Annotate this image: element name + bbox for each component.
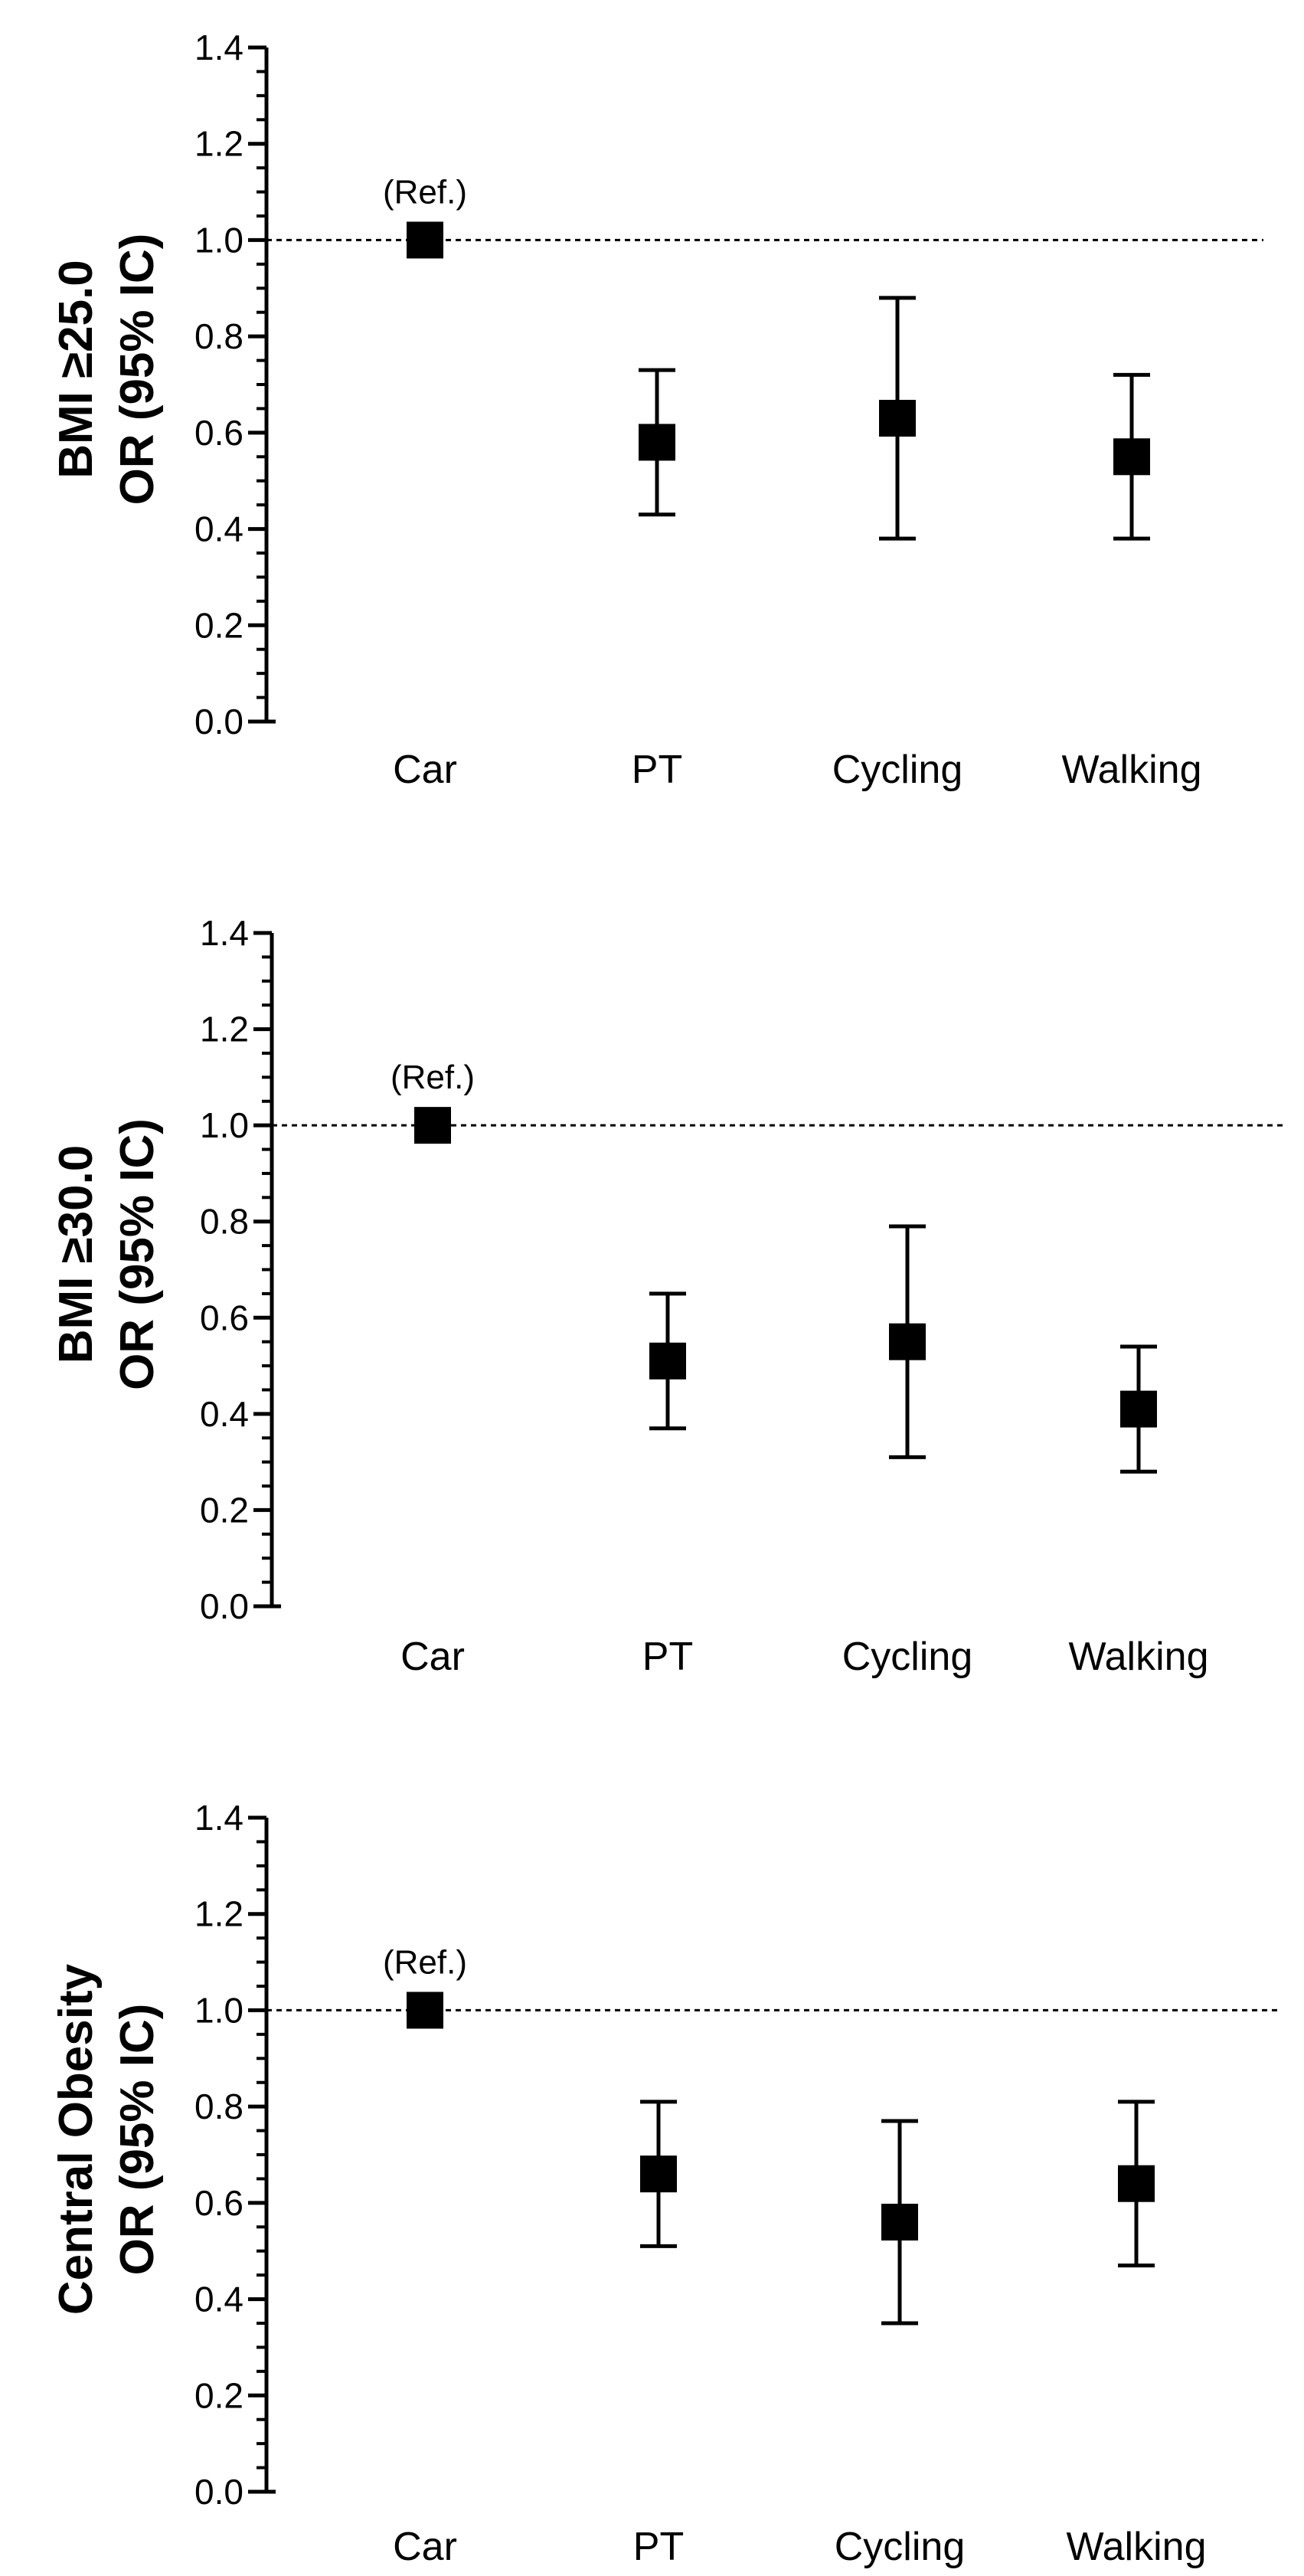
y-axis-label-line: OR (95% IC) (111, 234, 164, 506)
y-tick-label: 0.8 (200, 1202, 249, 1242)
category-label-walking: Walking (1068, 1635, 1208, 1679)
point-car (407, 1992, 443, 2029)
y-tick-label: 0.0 (194, 702, 243, 741)
point-cycling (889, 1323, 926, 1360)
y-axis-label-line: Central Obesity (50, 1963, 103, 2315)
category-label-car: Car (393, 2525, 457, 2569)
panel-central-obesity: 0.0 0.2 0.4 0.6 0.8 1.0 1.2 1.4 Central Obesity O… (50, 1798, 1280, 2569)
y-tick-label: 0.2 (194, 605, 243, 645)
point-cycling (881, 2204, 918, 2240)
y-tick-label: 0.4 (194, 2280, 243, 2319)
reference-label: (Ref.) (383, 1943, 467, 1981)
point-car (414, 1107, 451, 1144)
panel-bmi-30: 0.0 0.2 0.4 0.6 0.8 1.0 1.2 1.4 BMI ≥30.0 OR (95%… (50, 913, 1286, 1679)
y-tick-label: 0.0 (200, 1586, 249, 1626)
panel-bmi-25: 0.0 0.2 0.4 0.6 0.8 1.0 1.2 1.4 BMI ≥25.0 OR (95%… (50, 28, 1263, 792)
point-cycling (879, 400, 916, 437)
y-tick-label: 1.4 (200, 913, 249, 953)
category-label-car: Car (400, 1635, 465, 1679)
reference-label: (Ref.) (383, 173, 467, 211)
y-tick-label: 0.2 (200, 1490, 249, 1530)
y-tick-label: 0.8 (194, 316, 243, 356)
category-label-cycling: Cycling (832, 748, 963, 792)
category-label-walking: Walking (1061, 748, 1201, 792)
y-axis-label-line: BMI ≥25.0 (50, 260, 103, 479)
category-label-pt: PT (632, 748, 682, 792)
y-axis-label: BMI ≥25.0 OR (95% IC) (50, 234, 164, 506)
category-label-pt: PT (642, 1635, 693, 1679)
y-tick-label: 0.6 (200, 1298, 249, 1337)
y-tick-label: 1.0 (194, 1990, 243, 2030)
category-label-car: Car (393, 748, 457, 792)
y-tick-label: 0.6 (194, 413, 243, 453)
y-tick-label: 0.2 (194, 2375, 243, 2415)
y-axis-label: BMI ≥30.0 OR (95% IC) (50, 1118, 164, 1390)
point-walking (1113, 438, 1150, 476)
category-label-pt: PT (633, 2525, 684, 2569)
point-pt (649, 1342, 686, 1380)
reference-label: (Ref.) (391, 1059, 475, 1096)
category-label-cycling: Cycling (842, 1635, 973, 1679)
y-tick-label: 1.2 (194, 1894, 243, 1934)
y-tick-label: 0.0 (194, 2472, 243, 2512)
y-axis-label-line: OR (95% IC) (111, 1118, 164, 1390)
y-tick-label: 1.4 (194, 28, 243, 67)
y-axis-label: Central Obesity OR (95% IC) (50, 1963, 164, 2315)
y-tick-label: 0.8 (194, 2087, 243, 2126)
y-tick-label: 0.6 (194, 2183, 243, 2223)
point-pt (639, 424, 675, 461)
y-tick-label: 0.4 (194, 509, 243, 549)
y-tick-label: 1.2 (200, 1010, 249, 1049)
point-car (407, 221, 443, 259)
y-axis-label-line: OR (95% IC) (111, 2004, 164, 2276)
y-tick-label: 1.2 (194, 124, 243, 164)
category-label-walking: Walking (1066, 2525, 1206, 2569)
category-label-cycling: Cycling (835, 2525, 966, 2569)
point-walking (1118, 2165, 1155, 2202)
y-axis-label-line: BMI ≥30.0 (50, 1145, 103, 1364)
y-tick-label: 0.4 (200, 1394, 249, 1434)
y-tick-label: 1.4 (194, 1798, 243, 1838)
y-tick-label: 1.0 (200, 1105, 249, 1145)
point-walking (1120, 1390, 1157, 1428)
point-pt (640, 2155, 677, 2193)
y-tick-label: 1.0 (194, 220, 243, 260)
